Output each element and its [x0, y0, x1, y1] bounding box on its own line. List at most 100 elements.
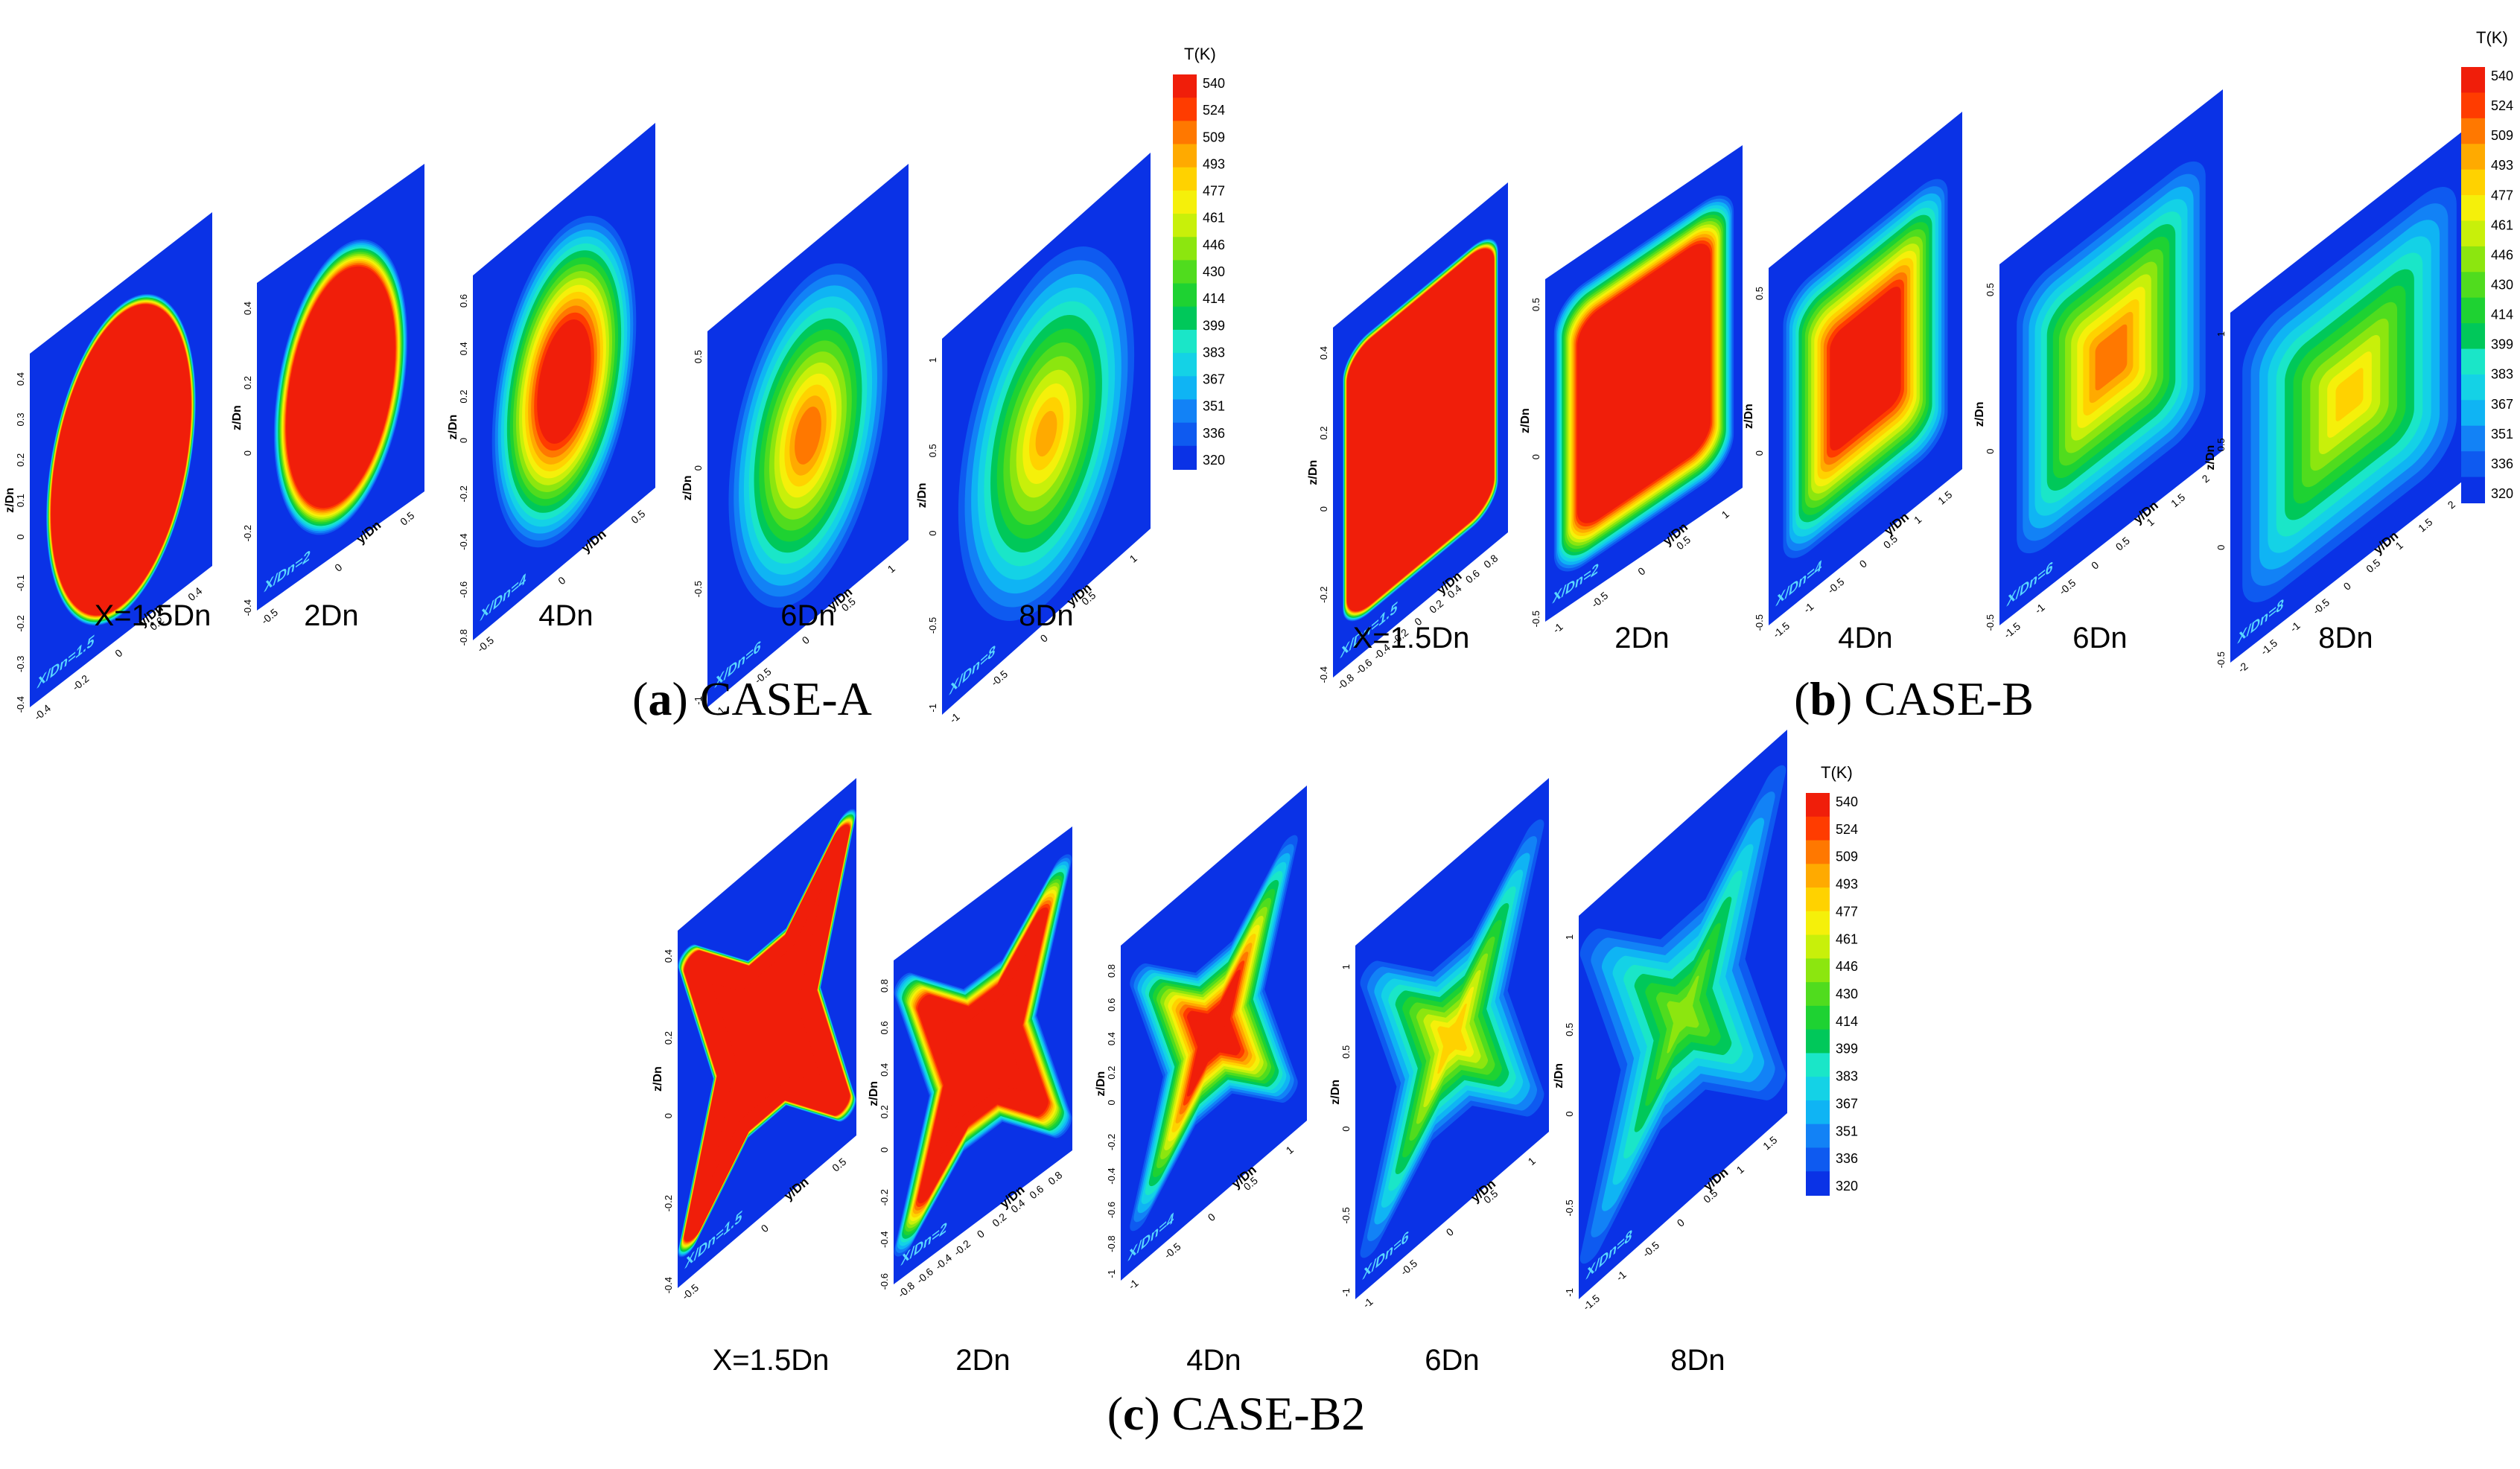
- colorbar-swatch: [2461, 195, 2485, 222]
- z-tick-label: 0.4: [663, 949, 674, 963]
- z-tick-label: 0.6: [458, 294, 469, 307]
- colorbar-tick-label: 524: [1203, 103, 1225, 118]
- y-tick-label: 0: [1857, 557, 1869, 570]
- contour-plane: X/Dn=6-1.5-1-0.500.511.52y/Dn-0.500.5z/D…: [1973, 89, 2223, 640]
- colorbar-tick-label: 367: [1203, 372, 1225, 387]
- z-axis-label: z/Dn: [1553, 1063, 1565, 1089]
- colorbar-tick-label: 383: [2491, 367, 2513, 382]
- y-tick-label: -1: [947, 710, 962, 725]
- colorbar-title: T(K): [1821, 763, 1853, 782]
- y-tick-label: -0.4: [932, 1252, 954, 1272]
- colorbar-tick-label: 414: [1203, 291, 1225, 306]
- colorbar-tick-label: 509: [1203, 130, 1225, 144]
- z-tick-label: 0.2: [242, 376, 253, 389]
- z-tick-label: 0: [663, 1113, 674, 1118]
- panel-a-colorbar: T(K) 540 524 509 493 477 461 446 430 414 399 383 367…: [1173, 45, 1225, 470]
- z-tick-label: -0.2: [879, 1189, 890, 1205]
- colorbar-tick-label: 524: [1836, 822, 1858, 837]
- contour-band: [1667, 975, 1699, 1054]
- y-tick-label: 0: [800, 634, 812, 646]
- y-tick-label: 0.6: [1463, 567, 1482, 585]
- contour-plane: X/Dn=2-0.8-0.6-0.4-0.200.20.40.60.8y/Dn-…: [868, 826, 1072, 1300]
- contour-plane: X/Dn=1.5-0.8-0.6-0.4-0.200.20.40.60.8y/D…: [1307, 182, 1508, 692]
- z-tick-label: 0.1: [15, 494, 26, 507]
- z-tick-label: -0.4: [663, 1277, 674, 1293]
- plane-surface: X/Dn=8: [942, 153, 1151, 715]
- z-tick-label: 0: [1985, 449, 1996, 454]
- panel-b-colorbar: T(K) 540 524 509 493 477 461 446 430 414 399 383 367…: [2461, 28, 2513, 503]
- contour-band: [795, 407, 821, 465]
- y-tick-label: -0.8: [895, 1279, 917, 1300]
- plane-surface: X/Dn=6: [1355, 778, 1549, 1299]
- y-tick-label: 1: [1526, 1155, 1538, 1167]
- colorbar-swatch: [1173, 329, 1197, 354]
- colorbar-swatch: [1806, 1171, 1830, 1196]
- z-tick-label: -1: [693, 696, 704, 705]
- colorbar-swatch: [1173, 376, 1197, 401]
- z-tick-label: -0.5: [693, 581, 704, 597]
- contour-plane: X/Dn=8-1.5-1-0.500.511.5y/Dn-1-0.500.51z…: [1553, 730, 1787, 1313]
- z-tick-label: -0.5: [1564, 1199, 1575, 1216]
- colorbar-swatch: [2461, 323, 2485, 350]
- colorbar-tick-label: 399: [1836, 1042, 1858, 1057]
- z-tick-label: 0.6: [879, 1021, 890, 1034]
- plane-surface: X/Dn=6: [1999, 89, 2223, 625]
- colorbar-tick-label: 430: [1836, 987, 1858, 1001]
- contour-plane: X/Dn=6-1-0.500.51y/Dn-1-0.500.51z/Dn: [1329, 778, 1549, 1310]
- z-tick-label: -0.4: [15, 696, 26, 713]
- z-tick-label: -0.2: [15, 615, 26, 631]
- z-tick-label: 0: [879, 1147, 890, 1153]
- colorbar-tick-label: 540: [1203, 76, 1225, 91]
- colorbar-swatch: [1806, 840, 1830, 865]
- station-label: X=1.5Dn: [95, 599, 211, 632]
- z-tick-label: 0: [1530, 454, 1541, 459]
- colorbar-tick-label: 383: [1836, 1069, 1858, 1084]
- y-tick-label: -0.5: [1398, 1257, 1419, 1278]
- colorbar-tick-label: 461: [2491, 217, 2513, 232]
- station-label: 4Dn: [538, 599, 593, 632]
- contour-plane: X/Dn=4-1.5-1-0.500.511.5y/Dn-0.500.5z/Dn: [1743, 111, 1962, 640]
- z-tick-label: 1: [2215, 331, 2227, 337]
- z-tick-label: -1: [1340, 1288, 1352, 1297]
- colorbar-swatch: [1806, 911, 1830, 936]
- colorbar-swatch: [1173, 74, 1197, 99]
- colorbar-swatch: [1173, 283, 1197, 307]
- plane-surface: X/Dn=2: [1545, 145, 1743, 622]
- y-tick-label: -0.5: [1162, 1240, 1183, 1261]
- z-tick-label: 0.5: [1340, 1045, 1352, 1059]
- colorbar-swatch: [1173, 190, 1197, 215]
- panel-c-colorbar: T(K) 540 524 509 493 477 461 446 430 414 399 383 367…: [1806, 763, 1858, 1196]
- plane-surface: X/Dn=8: [2230, 127, 2469, 663]
- colorbar-swatch: [1173, 121, 1197, 145]
- z-axis-label: z/Dn: [916, 482, 929, 508]
- z-tick-label: 0: [1106, 1100, 1117, 1105]
- plane-surface: X/Dn=4: [1769, 111, 1962, 625]
- colorbar-swatch: [2461, 374, 2485, 401]
- y-tick-label: 1: [1284, 1144, 1296, 1156]
- colorbar-swatch: [1806, 888, 1830, 912]
- station-label: 8Dn: [1019, 599, 1073, 632]
- colorbar-swatch: [1806, 816, 1830, 841]
- colorbar-tick-label: 399: [2491, 337, 2513, 352]
- plane-surface: X/Dn=2: [894, 826, 1072, 1284]
- z-tick-label: 0.2: [1318, 427, 1329, 440]
- z-tick-label: -0.6: [1106, 1202, 1117, 1218]
- plane-surface: X/Dn=4: [473, 122, 655, 640]
- colorbar-swatch: [2461, 297, 2485, 325]
- colorbar-swatch: [1173, 167, 1197, 191]
- y-tick-label: 1: [1734, 1163, 1746, 1176]
- colorbar-tick-label: 320: [1836, 1179, 1858, 1194]
- y-tick-label: 0.6: [1027, 1182, 1046, 1201]
- z-axis-label: z/Dn: [868, 1081, 880, 1106]
- y-tick-label: -2: [2236, 660, 2250, 675]
- z-tick-label: -0.5: [1340, 1207, 1352, 1223]
- colorbar-swatch: [1173, 260, 1197, 284]
- contour-band: [1186, 969, 1241, 1097]
- y-tick-label: -0.5: [2057, 576, 2078, 597]
- contour-band: [1346, 249, 1495, 611]
- colorbar-tick-label: 351: [2491, 427, 2513, 442]
- y-tick-label: 1: [885, 562, 897, 575]
- z-tick-label: 0.2: [1106, 1066, 1117, 1080]
- y-tick-label: 0.2: [1427, 597, 1445, 616]
